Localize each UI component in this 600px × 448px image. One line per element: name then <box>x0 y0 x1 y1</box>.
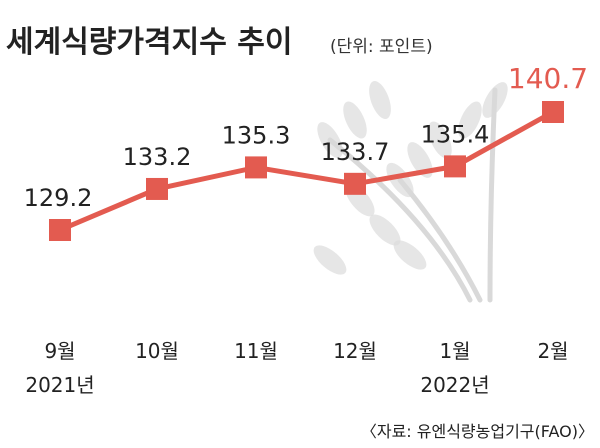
source-note: 〈자료: 유엔식량농업기구(FAO)〉 <box>361 422 594 441</box>
wheat-grain <box>369 214 401 246</box>
data-label: 135.4 <box>421 120 490 148</box>
data-point <box>146 177 168 200</box>
wheat-grain <box>369 80 391 120</box>
wheat-stem <box>487 87 498 303</box>
year-label: 2022년 <box>420 373 489 397</box>
chart-unit: (단위: 포인트) <box>330 37 433 57</box>
data-label: 129.2 <box>24 184 93 212</box>
wheat-stem <box>397 177 483 303</box>
series-group: 129.2 133.2 135.3 133.7 135.4 140.7 <box>24 62 588 241</box>
wheat-stem <box>327 137 473 303</box>
x-tick-label: 10월 <box>135 339 179 363</box>
data-point <box>245 156 267 179</box>
x-axis-labels: 9월 10월 11월 12월 1월 2월 2021년 2022년 <box>25 339 568 397</box>
x-tick-label: 11월 <box>234 339 278 363</box>
series-line <box>59 109 555 233</box>
data-label: 140.7 <box>508 62 588 95</box>
wheat-grain <box>343 101 367 139</box>
x-tick-label: 2월 <box>537 339 568 363</box>
x-tick-label: 1월 <box>439 339 470 363</box>
data-label: 135.3 <box>222 121 291 149</box>
wheat-grain <box>313 245 347 275</box>
wheat-decoration <box>313 80 508 303</box>
data-point <box>49 219 71 241</box>
wheat-grain <box>458 101 482 139</box>
year-label: 2021년 <box>25 373 94 397</box>
x-tick-label: 9월 <box>44 339 75 363</box>
data-point <box>344 172 366 195</box>
wheat-grain <box>393 240 427 270</box>
x-tick-label: 12월 <box>333 339 377 363</box>
data-point <box>444 155 466 178</box>
data-label: 133.7 <box>321 138 390 166</box>
chart-title: 세계식량가격지수 추이 <box>6 25 292 60</box>
wheat-grain <box>428 121 452 159</box>
data-point <box>542 101 564 123</box>
data-label: 133.2 <box>123 143 192 171</box>
